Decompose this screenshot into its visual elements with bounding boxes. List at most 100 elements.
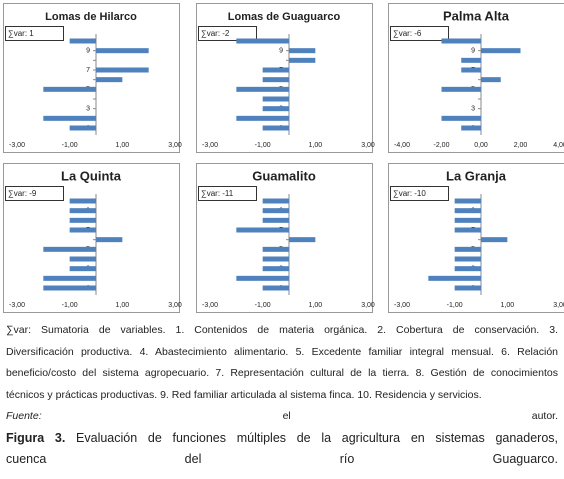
bar [69, 208, 96, 214]
chart-title: Lomas de Guaguarco [228, 11, 341, 23]
notes: ∑var: Sumatoria de variables. 1. Conteni… [6, 320, 558, 467]
x-tick-label: -1,00 [447, 302, 463, 309]
x-tick-label: -2,00 [434, 142, 450, 149]
bar [96, 67, 149, 73]
x-tick-label: 3,00 [361, 302, 375, 309]
bar [262, 208, 289, 214]
x-tick-label: 1,00 [309, 302, 323, 309]
bar [454, 227, 481, 233]
bar [454, 217, 481, 223]
bar [428, 275, 481, 281]
bar [43, 246, 96, 252]
chart-title: Palma Alta [443, 8, 510, 23]
caption-line: Evaluación de funciones múltiples de la … [65, 430, 558, 445]
x-tick-label: 1,00 [309, 142, 323, 149]
bar [262, 67, 289, 73]
x-tick-label: -3,00 [394, 302, 410, 309]
annotation-box [5, 186, 64, 201]
bar [461, 125, 481, 131]
annotation: ∑var: -6 [393, 29, 422, 38]
annotation: ∑var: -9 [8, 189, 37, 198]
bar [454, 198, 481, 204]
caption-line: cuenca del río Guaguarco. [6, 452, 558, 466]
annotation-box [198, 186, 257, 201]
x-tick-label: 3,00 [361, 142, 375, 149]
bar [481, 237, 508, 243]
bar [69, 266, 96, 272]
x-tick-label: -3,00 [202, 302, 218, 309]
bar [481, 77, 501, 83]
y-tick-label: 9 [471, 48, 475, 55]
annotation: ∑var: -2 [201, 29, 230, 38]
bar [69, 38, 96, 44]
note-line: ∑var: Sumatoria de variables. 1. Conteni… [6, 324, 558, 336]
y-tick-label: 3 [86, 106, 90, 113]
note-line: técnicos y prácticas productivas. 9. Red… [6, 388, 482, 401]
chart-title: La Quinta [61, 168, 122, 183]
bar [454, 208, 481, 214]
x-tick-label: 1,00 [501, 302, 515, 309]
bar [236, 38, 289, 44]
bar [454, 285, 481, 291]
bar [69, 256, 96, 262]
bar [96, 77, 123, 83]
note-line: Diversificación productiva. 4. Abastecim… [6, 345, 558, 358]
y-tick-label: 3 [471, 106, 475, 113]
bar [262, 266, 289, 272]
bar [454, 246, 481, 252]
chart-title: Guamalito [252, 168, 316, 183]
bar [289, 57, 316, 63]
bar [262, 106, 289, 112]
bar [69, 198, 96, 204]
y-tick-label: 9 [86, 48, 90, 55]
bar [461, 67, 481, 73]
bar [289, 237, 316, 243]
bar [43, 285, 96, 291]
bar [262, 246, 289, 252]
bar [96, 237, 123, 243]
x-tick-label: 2,00 [514, 142, 528, 149]
bar [262, 125, 289, 131]
x-tick-label: -3,00 [202, 142, 218, 149]
x-tick-label: 3,00 [168, 142, 182, 149]
bar [236, 86, 289, 92]
figure: Lomas de Hilarco∑var: 113579-3,00-1,001,… [3, 3, 564, 313]
x-tick-label: 1,00 [116, 142, 130, 149]
x-tick-label: -1,00 [255, 142, 271, 149]
bar [454, 256, 481, 262]
x-tick-label: -1,00 [62, 142, 78, 149]
bar [96, 48, 149, 54]
caption: Figura 3. Evaluación de funciones múltip… [6, 428, 558, 467]
bar [69, 125, 96, 131]
bar [69, 227, 96, 233]
source-label: Fuente: [6, 410, 42, 422]
note-line: beneficio/costo del sistema agropecuario… [6, 367, 558, 379]
x-tick-label: 4,00 [553, 142, 564, 149]
bar [236, 227, 289, 233]
x-tick-label: -1,00 [62, 302, 78, 309]
y-tick-label: 7 [86, 67, 90, 74]
annotation-box [390, 186, 449, 201]
annotation-box [390, 26, 449, 41]
bar [441, 38, 481, 44]
bar [262, 96, 289, 102]
chart-title: Lomas de Hilarco [45, 11, 137, 23]
x-tick-label: -3,00 [9, 142, 25, 149]
x-tick-label: 3,00 [553, 302, 564, 309]
x-tick-label: -3,00 [9, 302, 25, 309]
bar [43, 115, 96, 121]
bar [289, 48, 316, 54]
bar [441, 115, 481, 121]
caption-label: Figura 3. [6, 430, 66, 445]
bar [441, 86, 481, 92]
x-tick-label: -1,00 [255, 302, 271, 309]
bar [43, 275, 96, 281]
annotation-box [5, 26, 64, 41]
annotation-box [198, 26, 257, 41]
annotation: ∑var: -11 [201, 189, 234, 198]
bar [481, 48, 521, 54]
x-tick-label: 3,00 [168, 302, 182, 309]
bar [262, 285, 289, 291]
annotation: ∑var: -10 [393, 189, 426, 198]
source: Fuente: el autor. [6, 406, 558, 428]
